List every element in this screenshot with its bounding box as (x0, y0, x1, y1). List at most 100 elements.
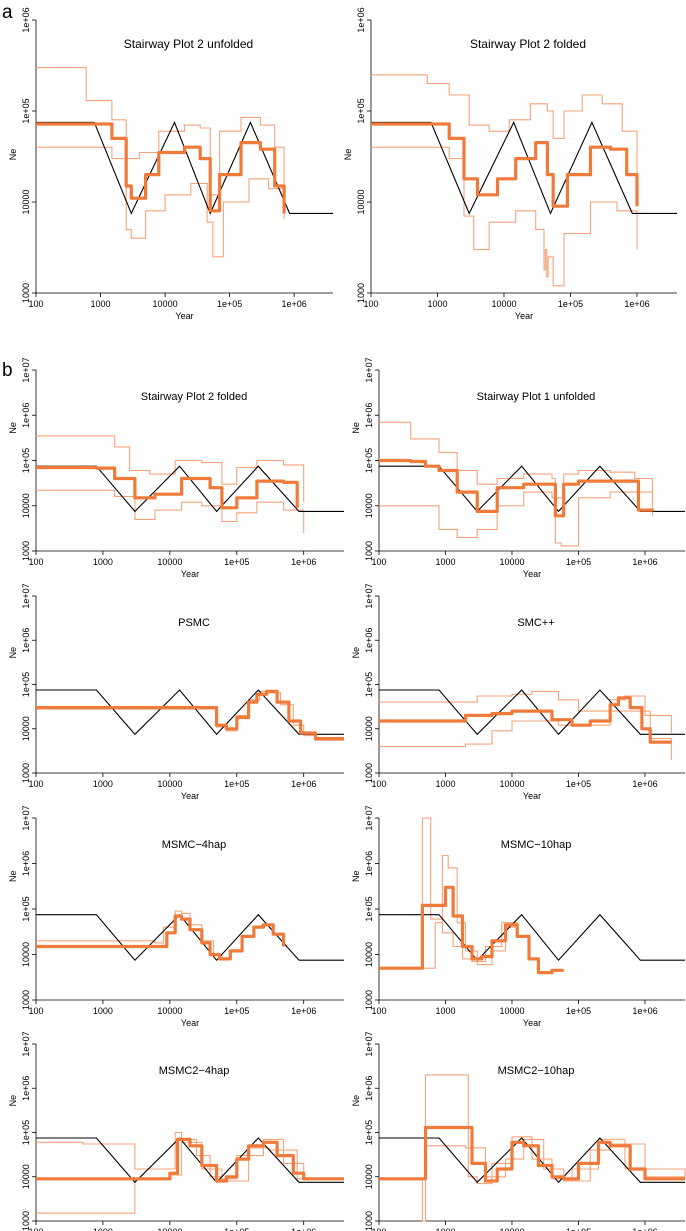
series-median (371, 122, 639, 208)
chart-7: 100 1000 10000 1e+05 1e+061000100001e+051e+0… (351, 805, 685, 1028)
x-tick-label: 10000 (499, 1006, 524, 1016)
y-tick-label: 1e+06 (21, 851, 31, 876)
y-tick-label: 10000 (21, 942, 31, 967)
series-upper (379, 421, 654, 508)
series-upper (36, 67, 285, 202)
y-tick-label: 10000 (356, 189, 366, 214)
chart-4: 100 1000 10000 1e+05 1e+061000100001e+051e+0… (8, 583, 344, 801)
series-estimate (36, 914, 286, 961)
chart-title: Stairway Plot 1 unfolded (477, 391, 596, 403)
y-tick-label: 1e+05 (364, 896, 374, 921)
y-tick-label: 1e+07 (21, 357, 31, 382)
x-tick-label: 10000 (499, 1227, 524, 1231)
chart-1: 100 1000 10000 1e+05 1e+061000100001e+051e+0… (343, 7, 677, 321)
series-upper (371, 74, 638, 189)
y-tick-label: 1e+05 (364, 1120, 374, 1145)
series-replicate (36, 910, 223, 959)
y-tick-label: 1e+05 (21, 896, 31, 921)
x-tick-label: 1e+05 (558, 299, 583, 309)
y-tick-label: 1000 (21, 990, 31, 1010)
x-tick-label: 1e+06 (632, 557, 657, 567)
series-median (379, 458, 655, 518)
y-tick-label: 1e+06 (364, 851, 374, 876)
x-tick-label: 1e+05 (217, 299, 242, 309)
series-estimate (379, 1125, 685, 1183)
x-tick-label: 1e+05 (566, 557, 591, 567)
y-tick-label: 1e+06 (364, 403, 374, 428)
y-tick-label: 10000 (364, 1164, 374, 1189)
x-tick-label: 1000 (93, 779, 113, 789)
y-tick-label: 1000 (21, 1211, 31, 1231)
x-tick-label: 1000 (93, 1227, 113, 1231)
y-tick-label: 1e+07 (21, 1031, 31, 1056)
x-axis-label: Year (523, 569, 541, 579)
chart-title: MSMC2−10hap (498, 1065, 575, 1077)
x-axis-label: Year (181, 1018, 199, 1028)
x-tick-label: 1e+06 (291, 1227, 316, 1231)
series-lower (371, 146, 638, 287)
y-axis-label: Ne (351, 647, 361, 659)
chart-title: Stairway Plot 2 folded (470, 37, 586, 51)
x-tick-label: 10000 (157, 779, 182, 789)
x-tick-label: 1e+06 (291, 1006, 316, 1016)
y-tick-label: 10000 (21, 1164, 31, 1189)
chart-9: 1001000100001e+051e+061000100001e+051e+0… (351, 1031, 686, 1231)
x-tick-label: 1e+05 (566, 1006, 591, 1016)
x-tick-label: 1e+06 (282, 299, 307, 309)
x-tick-label: 1e+05 (224, 1227, 249, 1231)
y-tick-label: 1000 (364, 990, 374, 1010)
series-truth (36, 689, 344, 736)
x-axis-label: Year (523, 791, 541, 801)
x-axis-label: Year (515, 311, 533, 321)
x-tick-label: 100 (371, 1006, 386, 1016)
x-tick-label: 100 (371, 557, 386, 567)
y-axis-label: Ne (8, 422, 18, 434)
panel-label-a: a (2, 2, 13, 23)
x-tick-label: 10000 (153, 299, 178, 309)
series-estimate (379, 885, 564, 975)
x-tick-label: 100 (371, 1227, 386, 1231)
x-tick-label: 1e+06 (632, 1227, 657, 1231)
chart-title: MSMC2−4hap (159, 1065, 230, 1077)
x-tick-label: 10000 (157, 557, 182, 567)
series-replicate-2 (379, 854, 518, 969)
y-tick-label: 1e+06 (364, 628, 374, 653)
x-tick-label: 1e+06 (632, 1006, 657, 1016)
y-tick-label: 1e+06 (21, 7, 31, 32)
x-tick-label: 100 (28, 299, 43, 309)
series-upper (379, 690, 672, 733)
y-tick-label: 10000 (21, 189, 31, 214)
chart-title: MSMC−4hap (162, 839, 227, 851)
series-truth (36, 465, 344, 513)
x-axis-label: Year (181, 569, 199, 579)
x-tick-label: 10000 (491, 299, 516, 309)
chart-5: 100 1000 10000 1e+05 1e+061000100001e+051e+0… (351, 583, 685, 801)
chart-6: 100 1000 10000 1e+05 1e+061000100001e+051e+0… (8, 805, 344, 1028)
y-tick-label: 1e+06 (21, 1076, 31, 1101)
series-median (36, 122, 286, 214)
y-tick-label: 1000 (364, 763, 374, 783)
series-truth (379, 913, 685, 962)
y-tick-label: 10000 (364, 716, 374, 741)
y-tick-label: 1e+05 (364, 672, 374, 697)
chart-8: 1001000100001e+051e+061000100001e+051e+0… (8, 1031, 344, 1231)
y-tick-label: 1e+06 (21, 403, 31, 428)
series-truth (36, 1137, 344, 1184)
x-tick-label: 100 (371, 779, 386, 789)
y-axis-label: Ne (343, 149, 353, 161)
x-tick-label: 1e+06 (291, 779, 316, 789)
chart-0: 100 1000 10000 1e+05 1e+061000100001e+051e+0… (8, 7, 333, 321)
x-tick-label: 1e+06 (632, 779, 657, 789)
x-tick-label: 1e+05 (224, 557, 249, 567)
y-tick-label: 1e+07 (364, 583, 374, 608)
y-tick-label: 1000 (21, 763, 31, 783)
x-tick-label: 1000 (93, 1006, 113, 1016)
series-estimate (379, 696, 672, 744)
series-lower (379, 491, 654, 547)
y-axis-label: Ne (8, 149, 18, 161)
y-tick-label: 1000 (356, 283, 366, 303)
x-axis-label: Year (175, 311, 193, 321)
series-estimate (36, 689, 344, 741)
y-tick-label: 1e+05 (21, 672, 31, 697)
y-tick-label: 1e+06 (21, 628, 31, 653)
